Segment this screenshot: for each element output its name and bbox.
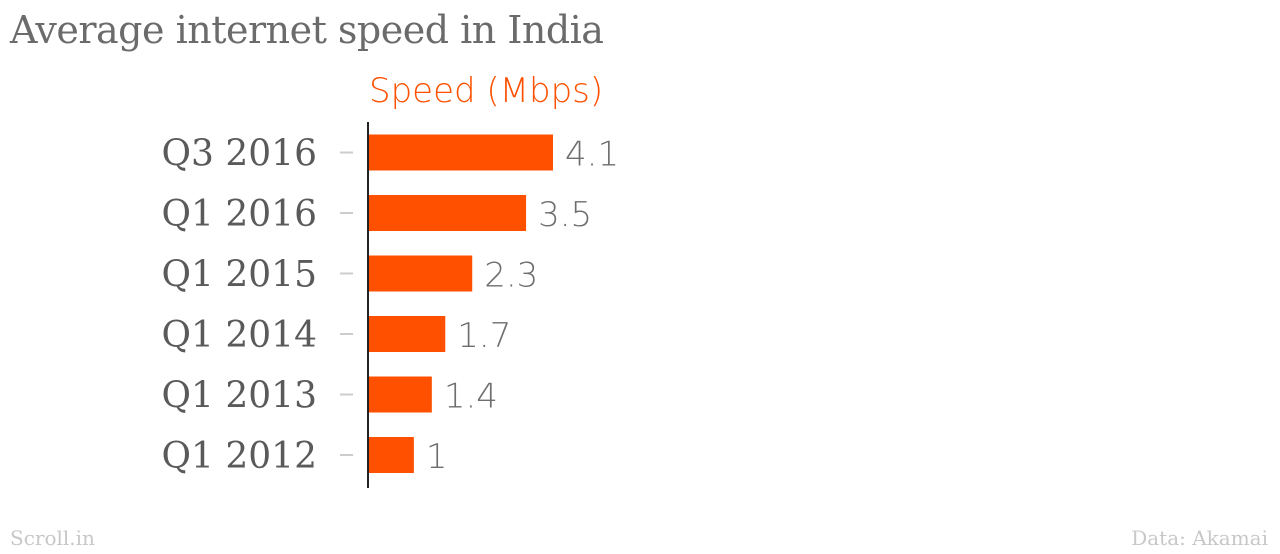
bar <box>369 437 414 473</box>
footer-source: Data: Akamai <box>1131 526 1268 550</box>
value-label: 1.4 <box>444 377 498 417</box>
bar <box>369 376 432 413</box>
bar <box>369 316 446 352</box>
value-label: 2.3 <box>484 256 538 296</box>
bars-group: Q3 2016 4.1 Q1 2016 3.5 Q1 2015 2.3 Q1 2014 1.7… <box>162 134 620 478</box>
category-label: Q3 2016 <box>162 134 317 175</box>
footer-brand: Scroll.in <box>10 526 95 550</box>
value-label: 4.1 <box>565 135 619 175</box>
category-label: Q1 2016 <box>162 194 317 235</box>
category-label: Q1 2012 <box>162 436 317 477</box>
category-label: Q1 2013 <box>162 376 317 417</box>
value-label: 1 <box>426 437 448 477</box>
value-label: 1.7 <box>457 316 511 356</box>
value-label: 3.5 <box>538 195 592 235</box>
category-label: Q1 2014 <box>162 315 317 356</box>
chart-title: Average internet speed in India <box>10 8 604 52</box>
bar <box>369 195 527 231</box>
bar <box>369 255 473 292</box>
series-label: Speed (Mbps) <box>369 71 603 111</box>
bar <box>369 134 553 171</box>
category-label: Q1 2015 <box>162 255 317 296</box>
